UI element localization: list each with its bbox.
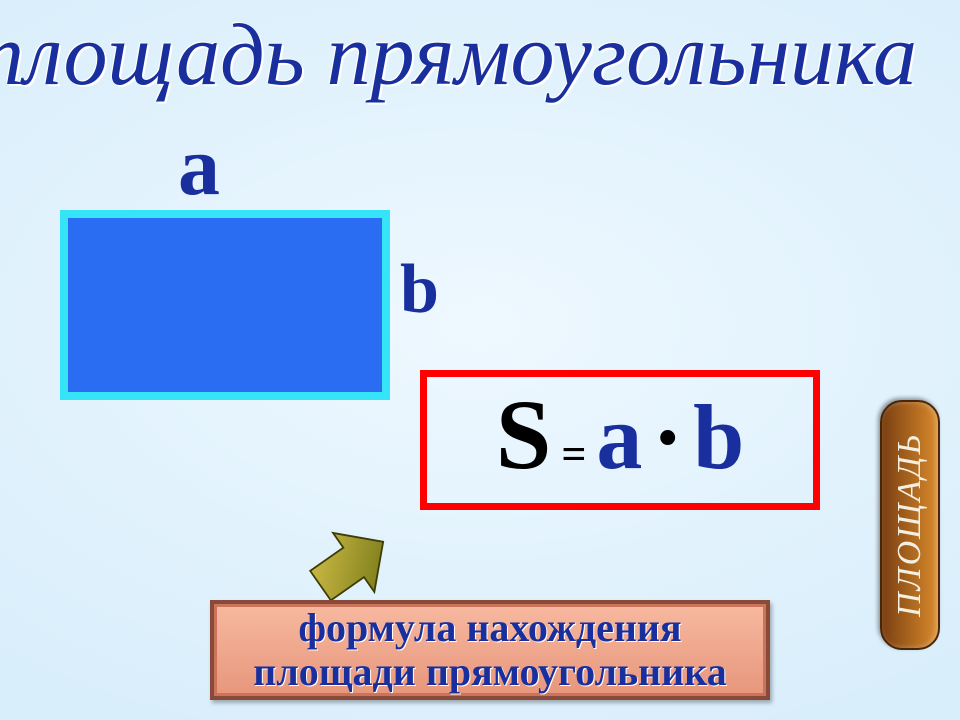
formula-a: а [596, 384, 642, 490]
formula-equals: = [561, 429, 586, 480]
formula-S: S [496, 377, 552, 492]
caption-line-2: площади прямоугольника [253, 650, 726, 694]
formula-dot: · [652, 384, 683, 490]
page-title: площадь прямоугольника [0, 5, 917, 106]
rectangle-shape [60, 210, 390, 400]
formula-box: S = а · b [420, 370, 820, 510]
label-b: b [400, 250, 439, 330]
label-a: а [178, 118, 220, 215]
caption-line-1: формула нахождения [253, 606, 726, 650]
caption-box: формула нахождения площади прямоугольник… [210, 600, 770, 700]
formula-b: b [693, 384, 744, 490]
side-tab-button[interactable]: ПЛОЩАДЬ [880, 400, 940, 650]
